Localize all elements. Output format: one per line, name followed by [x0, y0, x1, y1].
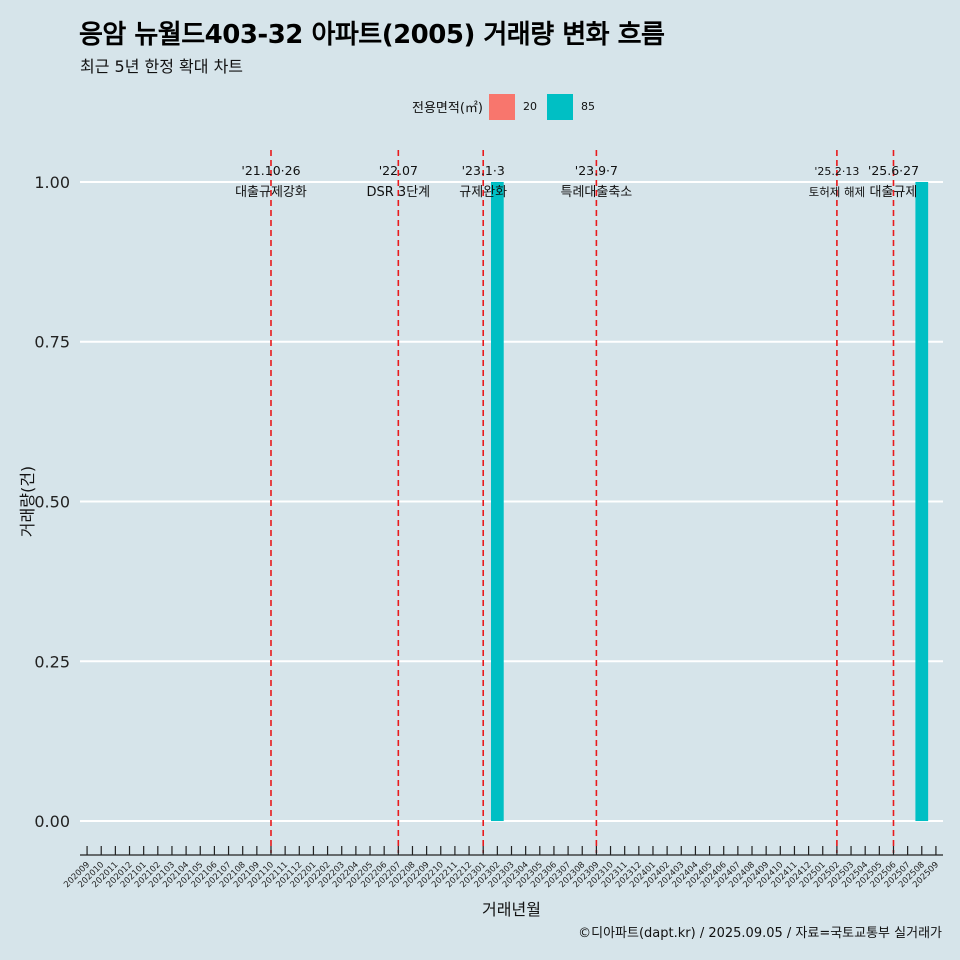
event-date-label: '23.9·7 [575, 163, 618, 178]
legend-label-85: 85 [580, 100, 595, 113]
event-label: 특례대출축소 [561, 185, 633, 200]
legend-key-85 [546, 93, 573, 120]
legend-label-20: 20 [522, 100, 537, 113]
event-date-label: '25.2·13 [814, 165, 859, 178]
bar-85-202302 [490, 181, 504, 822]
y-tick-label: 0.00 [34, 812, 70, 831]
y-tick-label: 0.75 [34, 333, 70, 352]
legend-key-20 [488, 93, 515, 120]
y-tick-label: 0.50 [34, 493, 70, 512]
chart-title: 응암 뉴월드403-32 아파트(2005) 거래량 변화 흐름 [79, 20, 665, 50]
event-date-label: '23.1·3 [462, 163, 505, 178]
bar-85-202508 [915, 181, 929, 822]
legend: 전용면적(㎡) 20 85 [412, 92, 605, 121]
event-date-label: '22.07 [379, 163, 418, 178]
event-date-label: '25.6·27 [868, 163, 919, 178]
x-axis-title: 거래년월 [482, 900, 541, 919]
event-label: 대출규제 [870, 185, 918, 200]
event-label: 토허제 해제 [809, 185, 866, 199]
y-tick-label: 0.25 [34, 652, 70, 671]
y-tick-label: 1.00 [34, 173, 70, 192]
y-axis-title: 거래량(건) [18, 466, 37, 537]
event-date-label: '21.10·26 [241, 163, 300, 178]
event-label: 규제완화 [459, 185, 507, 200]
event-label: DSR 3단계 [367, 185, 431, 200]
chart-subtitle: 최근 5년 한정 확대 차트 [80, 57, 244, 76]
event-label: 대출규제강화 [235, 185, 307, 200]
legend-title: 전용면적(㎡) [412, 101, 483, 116]
source-caption: ©디아파트(dapt.kr) / 2025.09.05 / 자료=국토교통부 실… [578, 926, 942, 941]
